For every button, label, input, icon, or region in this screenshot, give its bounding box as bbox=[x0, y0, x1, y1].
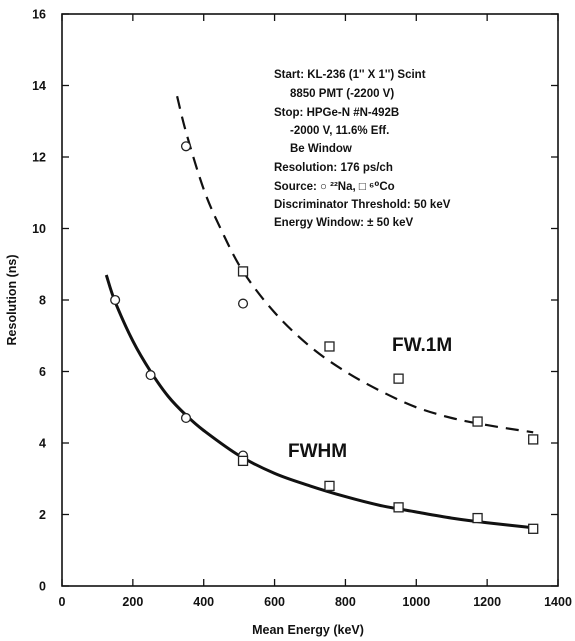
x-tick-label: 1200 bbox=[473, 595, 501, 609]
data-point-fwhm-co60 bbox=[237, 455, 249, 467]
x-axis-label: Mean Energy (keV) bbox=[252, 623, 364, 637]
annotation-line: 8850 PMT (-2200 V) bbox=[290, 88, 394, 100]
annotation-line: Start: KL-236 (1'' X 1'') Scint bbox=[274, 69, 426, 81]
data-point-fwhm-na22 bbox=[145, 370, 156, 381]
x-tick-label: 600 bbox=[264, 595, 285, 609]
data-point-fw1m-co60 bbox=[472, 416, 483, 427]
data-point-fw1m-na22 bbox=[180, 141, 192, 152]
annotation-line: Discriminator Threshold: 50 keV bbox=[274, 199, 451, 211]
y-tick-label: 14 bbox=[32, 79, 46, 93]
x-tick-label: 200 bbox=[122, 595, 143, 609]
y-tick-label: 16 bbox=[32, 8, 46, 22]
data-point-fwhm-na22 bbox=[110, 294, 121, 306]
y-tick-label: 2 bbox=[39, 508, 46, 522]
annotation-line: Resolution: 176 ps/ch bbox=[274, 162, 393, 174]
annotation-line: -2000 V, 11.6% Eff. bbox=[290, 125, 389, 137]
y-tick-label: 0 bbox=[39, 580, 46, 594]
annotation-line: Be Window bbox=[290, 143, 352, 155]
series-label-fw1m: FW.1M bbox=[392, 335, 452, 356]
annotation-line: Stop: HPGe-N #N-492B bbox=[274, 107, 399, 119]
data-point-fwhm-na22 bbox=[180, 412, 192, 424]
fit-curve-fw1m bbox=[176, 95, 534, 434]
y-tick-label: 4 bbox=[39, 437, 46, 451]
data-point-fwhm-co60 bbox=[472, 512, 483, 524]
data-points bbox=[110, 141, 539, 534]
y-tick-label: 12 bbox=[32, 151, 46, 165]
data-point-fwhm-co60 bbox=[393, 502, 404, 513]
data-point-fw1m-co60 bbox=[237, 266, 249, 277]
y-tick-label: 8 bbox=[39, 294, 46, 308]
annotation-line: Source: ○ ²²Na, □ ⁶⁰Co bbox=[274, 181, 395, 193]
data-point-fwhm-co60 bbox=[528, 523, 539, 534]
x-tick-label: 1400 bbox=[544, 595, 572, 609]
x-tick-label: 800 bbox=[335, 595, 356, 609]
annotation-line: Energy Window: ± 50 keV bbox=[274, 217, 413, 229]
y-tick-label: 6 bbox=[39, 365, 46, 379]
x-tick-label: 400 bbox=[193, 595, 214, 609]
data-point-fw1m-co60 bbox=[324, 341, 335, 352]
fit-curve-fwhm bbox=[104, 274, 537, 530]
data-point-fw1m-co60 bbox=[393, 373, 404, 384]
data-point-fw1m-na22 bbox=[237, 298, 249, 309]
y-axis-label: Resolution (ns) bbox=[5, 255, 19, 346]
x-tick-label: 0 bbox=[59, 595, 66, 609]
data-point-fwhm-co60 bbox=[324, 480, 335, 492]
x-tick-label: 1000 bbox=[402, 595, 430, 609]
fit-curves bbox=[104, 95, 537, 530]
y-tick-label: 10 bbox=[32, 222, 46, 236]
chart-text: Mean Energy (keV) Resolution (ns) FW.1M … bbox=[5, 69, 452, 637]
series-label-fwhm: FWHM bbox=[288, 441, 347, 462]
data-point-fw1m-co60 bbox=[528, 434, 539, 445]
axes: 0 200 400 600 800 1000 1200 1400 0 2 4 6 8 10 12 14 16 bbox=[32, 8, 572, 610]
